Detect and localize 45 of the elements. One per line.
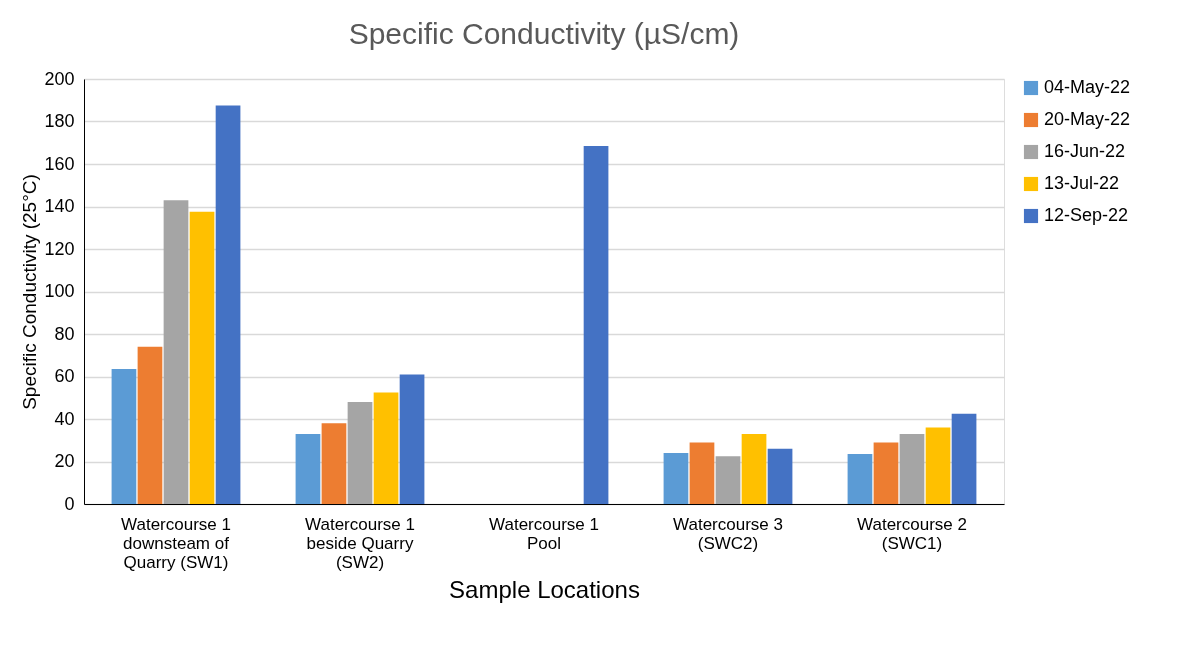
legend-label: 04-May-22 bbox=[1044, 77, 1131, 97]
x-tick-label: Watercourse 1 downsteam of Quarry (SW1) bbox=[121, 514, 231, 572]
y-axis-title: Specific Conductivity (25°C) bbox=[19, 174, 41, 410]
bar bbox=[583, 145, 609, 504]
bar bbox=[215, 105, 241, 504]
bar bbox=[189, 211, 215, 504]
x-axis-title: Sample Locations bbox=[449, 575, 640, 603]
chart-title: Specific Conductivity (µS/cm) bbox=[348, 17, 740, 50]
bar bbox=[295, 433, 321, 504]
bar bbox=[321, 423, 347, 504]
x-tick-label: Watercourse 1 beside Quarry (SW2) bbox=[305, 514, 415, 572]
y-tick-label: 20 bbox=[54, 451, 75, 471]
y-tick-label: 0 bbox=[64, 493, 75, 514]
y-tick-label: 180 bbox=[44, 111, 75, 131]
bar bbox=[373, 392, 399, 504]
bar bbox=[951, 413, 977, 504]
y-tick-label: 140 bbox=[44, 196, 75, 216]
y-tick-label: 100 bbox=[44, 281, 75, 301]
bar bbox=[111, 369, 137, 504]
y-tick-label: 200 bbox=[44, 68, 75, 89]
bar bbox=[715, 456, 741, 504]
y-tick-label: 160 bbox=[44, 153, 75, 174]
x-tick-label: Watercourse 1 Pool bbox=[489, 514, 599, 553]
bar bbox=[163, 200, 189, 504]
bar bbox=[663, 453, 689, 504]
bar bbox=[399, 374, 425, 504]
legend-label: 16-Jun-22 bbox=[1044, 141, 1126, 161]
bar bbox=[873, 442, 899, 504]
y-tick-label: 40 bbox=[54, 408, 75, 429]
legend-label: 12-Sep-22 bbox=[1044, 205, 1129, 225]
bar bbox=[767, 448, 793, 504]
bar bbox=[137, 346, 163, 504]
bar bbox=[847, 454, 873, 504]
x-tick-label: Watercourse 2 (SWC1) bbox=[857, 514, 967, 553]
bar bbox=[925, 427, 951, 504]
bar bbox=[347, 402, 373, 504]
legend-label: 20-May-22 bbox=[1044, 109, 1131, 129]
bar bbox=[689, 442, 715, 504]
bar bbox=[899, 433, 925, 504]
y-tick-label: 120 bbox=[44, 238, 75, 259]
y-tick-label: 60 bbox=[54, 366, 75, 386]
y-tick-label: 80 bbox=[54, 323, 75, 344]
legend-label: 13-Jul-22 bbox=[1044, 173, 1120, 193]
bar bbox=[741, 433, 767, 504]
x-tick-label: Watercourse 3 (SWC2) bbox=[673, 514, 783, 553]
